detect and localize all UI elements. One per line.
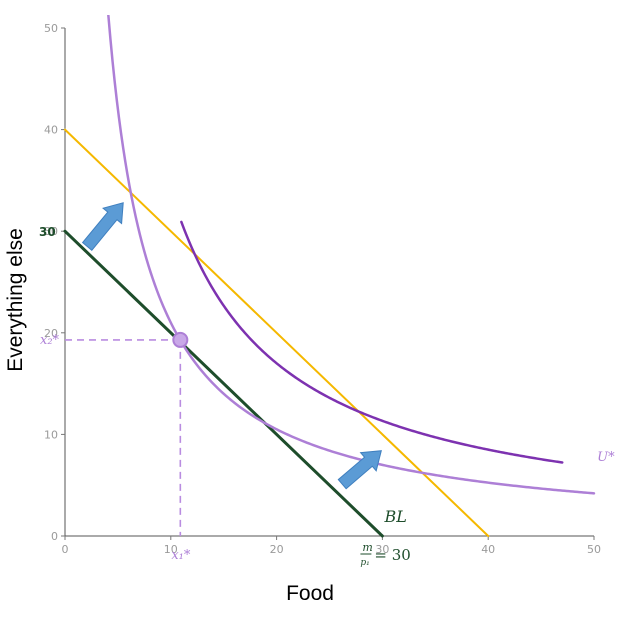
y-tick-label: 30 <box>44 225 58 238</box>
budget-line <box>63 229 384 538</box>
y-tick-label: 10 <box>44 428 58 441</box>
intercept-numerator: m <box>362 541 372 554</box>
intercept-value: = 30 <box>374 546 410 564</box>
y-tick-group: 0 10 20 30 40 50 <box>44 22 65 543</box>
intercept-denominator: p₁ <box>360 558 369 568</box>
higher-indifference-curve <box>180 220 564 464</box>
y-tick-label: 40 <box>44 124 58 137</box>
optimum-guides <box>65 339 182 536</box>
axes <box>64 28 594 537</box>
x-tick-label: 50 <box>587 543 601 556</box>
bl-label: BL <box>384 507 407 526</box>
u-star-label: U* <box>597 450 615 465</box>
x-tick-label: 40 <box>481 543 495 556</box>
optimum-point <box>172 331 189 348</box>
y-axis-title: Everything else <box>4 228 27 372</box>
x-tick-label: 0 <box>62 543 69 556</box>
optimum-y-label: x₂* <box>40 333 60 348</box>
x-axis-title: Food <box>286 582 334 605</box>
optimum-x-label: x₁* <box>171 548 191 563</box>
y-tick-label: 20 <box>44 327 58 340</box>
shift-arrow-bottom <box>337 450 382 490</box>
x-tick-label: 20 <box>270 543 284 556</box>
series-layer <box>63 15 596 538</box>
shift-arrow-top <box>81 202 124 252</box>
x-tick-group: 0 10 20 30 40 50 <box>62 536 601 556</box>
x-tick-label: 10 <box>164 543 178 556</box>
new-budget-line <box>64 128 490 537</box>
x-intercept-label: m p₁ = 30 <box>360 541 411 568</box>
y-intercept-label: 30 <box>39 225 56 239</box>
marker-layer <box>172 331 189 348</box>
indifference-curve-u-star <box>107 15 596 495</box>
x-tick-label: 30 <box>375 543 389 556</box>
y-tick-label: 0 <box>51 530 58 543</box>
y-tick-label: 50 <box>44 22 58 35</box>
arrow-layer <box>81 202 382 490</box>
